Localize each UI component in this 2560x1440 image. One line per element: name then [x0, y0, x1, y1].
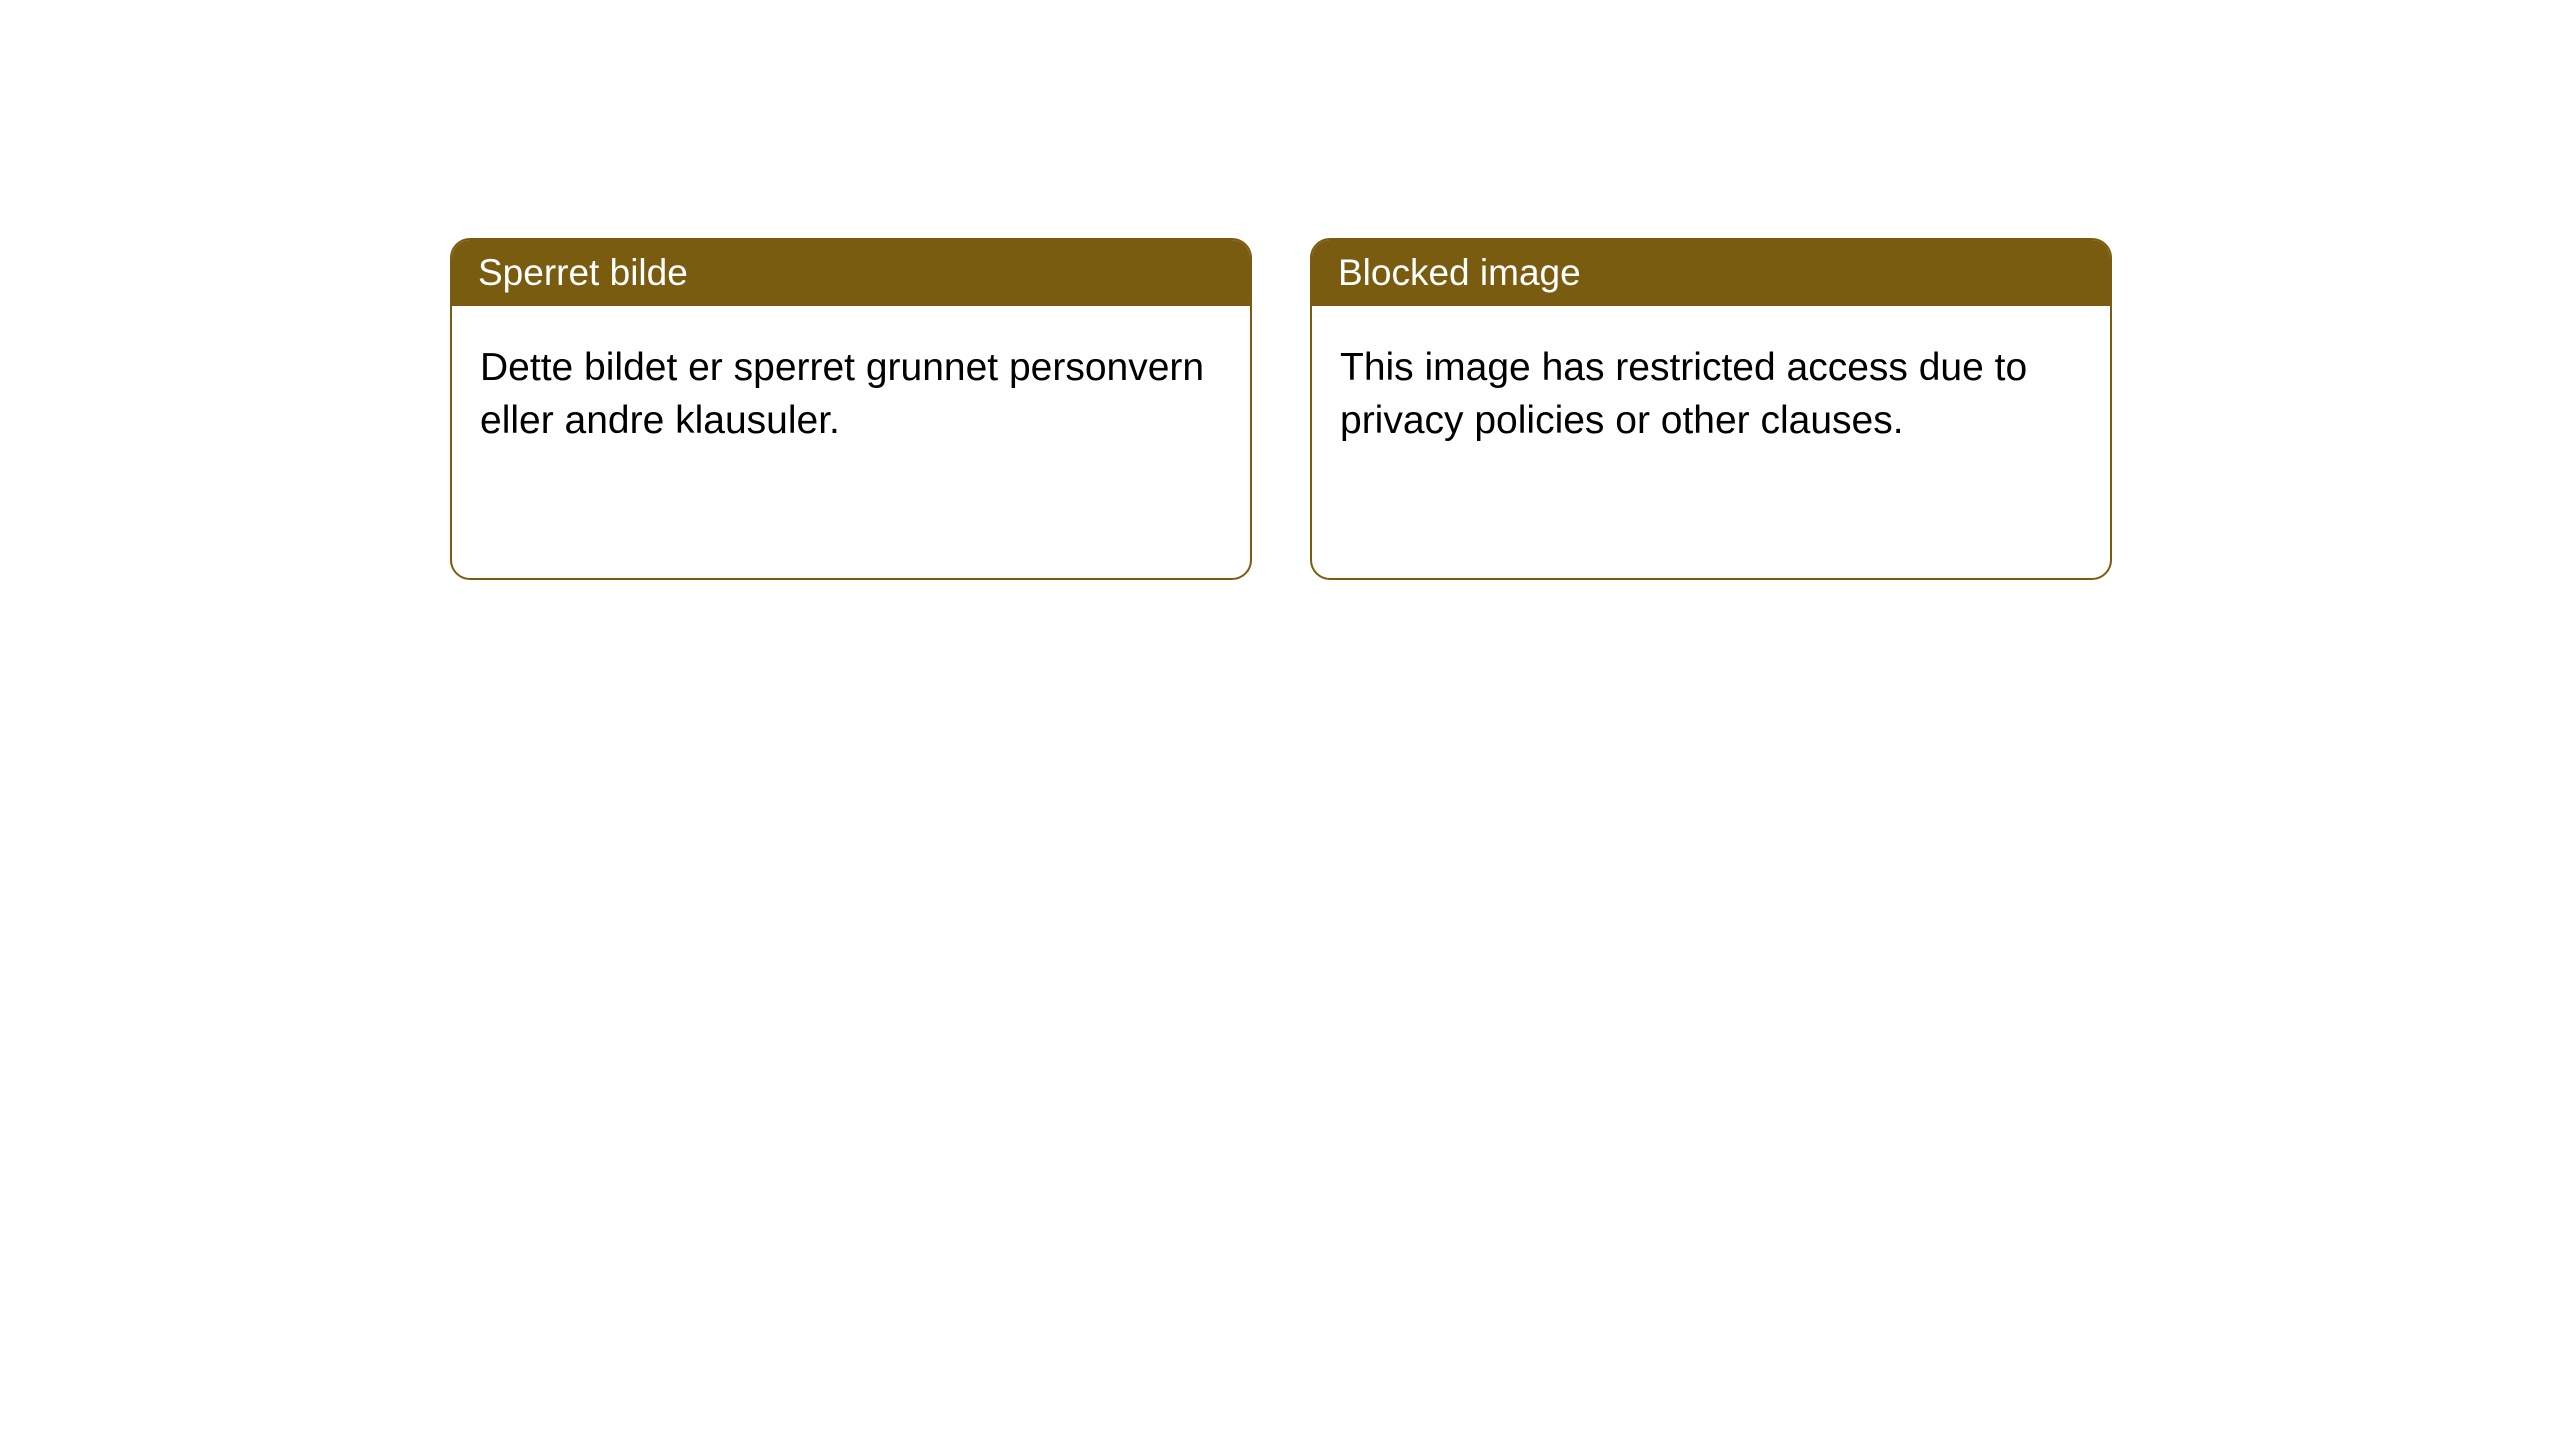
notice-header: Sperret bilde — [452, 240, 1250, 306]
notice-container: Sperret bilde Dette bildet er sperret gr… — [450, 238, 2112, 580]
notice-title: Sperret bilde — [478, 252, 688, 293]
notice-title: Blocked image — [1338, 252, 1581, 293]
notice-card-english: Blocked image This image has restricted … — [1310, 238, 2112, 580]
notice-body: This image has restricted access due to … — [1312, 306, 2110, 578]
notice-text: Dette bildet er sperret grunnet personve… — [480, 346, 1204, 442]
notice-body: Dette bildet er sperret grunnet personve… — [452, 306, 1250, 578]
notice-header: Blocked image — [1312, 240, 2110, 306]
notice-text: This image has restricted access due to … — [1340, 346, 2027, 442]
notice-card-norwegian: Sperret bilde Dette bildet er sperret gr… — [450, 238, 1252, 580]
